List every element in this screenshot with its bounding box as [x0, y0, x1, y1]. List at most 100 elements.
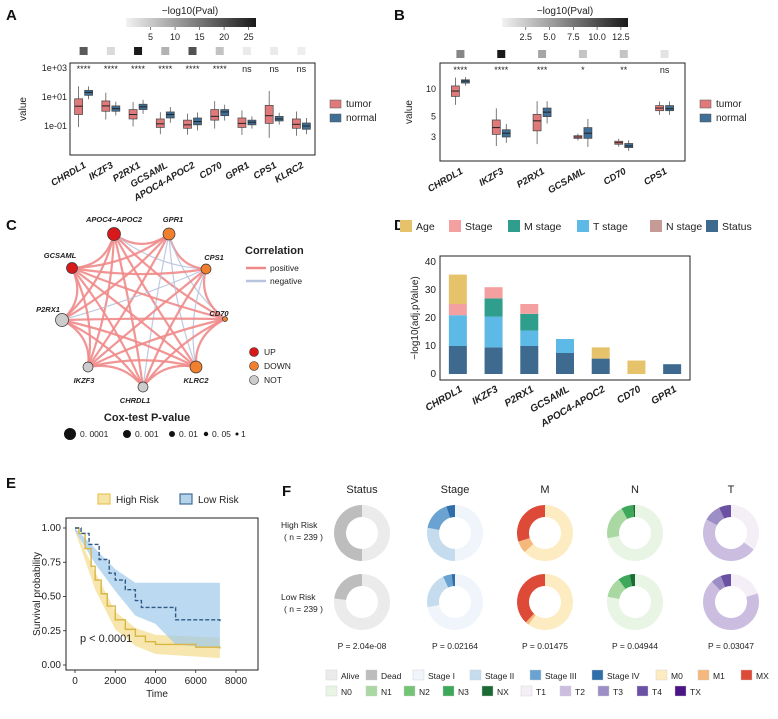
pc-cox-dot-2: [169, 431, 175, 437]
pf-legend-1-0: Alive: [341, 671, 360, 681]
pd-bar-T-stage-1: [484, 316, 503, 348]
panel-e-label: E: [6, 475, 16, 492]
pf-legend-swatch-1-8: [740, 669, 753, 681]
pf-donut-r0-c2-seg1: [518, 537, 534, 553]
pf-donut-r0-c0-seg1: [333, 505, 362, 561]
pf-legend-swatch-2-7: [597, 685, 610, 697]
pd-bar-Stage-0: [448, 304, 467, 316]
pc-edge-4-8: [71, 267, 197, 368]
pc-status-up-dot: [249, 347, 259, 357]
pf-donut-r1-c3-seg1: [607, 579, 626, 600]
pd-legend-swatch-0: [400, 220, 412, 232]
pf-donut-r1-c1-seg3: [451, 574, 455, 587]
pf-col-header-4: T: [728, 484, 735, 496]
pB-box-normal-5: [665, 105, 674, 112]
pc-legend-negative: negative: [270, 276, 302, 286]
pc-legend-title: Correlation: [245, 245, 304, 257]
pa-legend-tumor: tumor: [346, 99, 372, 110]
pf-donut-r0-c2-seg2: [517, 505, 545, 542]
pe-legend-high-swatch: [97, 493, 111, 505]
pd-bar-M-stage-2: [520, 313, 539, 331]
pA-significance-1: ****: [104, 64, 119, 74]
pe-xtick-4: 8000: [225, 676, 248, 687]
pc-edge-3-7: [61, 317, 226, 322]
pc-node-label-3: CD70: [209, 309, 229, 318]
pc-edge-4-7: [61, 318, 197, 368]
pf-donut-r0-c4-seg0: [731, 505, 759, 550]
pc-cox-2: 0. 01: [179, 429, 198, 439]
pc-cox-3: 0. 05: [212, 429, 231, 439]
pe-xtick-1: 2000: [104, 676, 127, 687]
pd-legend-2: M stage: [524, 221, 562, 233]
pc-status-down: DOWN: [264, 361, 291, 371]
pf-legend-swatch-2-4: [481, 685, 494, 697]
pf-donut-r0-c0-seg0: [362, 505, 391, 561]
pf-donut-r0-c3-seg3: [633, 505, 635, 518]
pA-pval-square-1: [106, 47, 115, 55]
pf-legend-swatch-2-2: [403, 685, 416, 697]
pc-node-label-2: CPS1: [204, 253, 224, 262]
pe-ytick-4: 0.00: [42, 660, 62, 671]
colorbar-a-tick-2: 15: [195, 32, 205, 42]
pf-legend-1-5: Stage IV: [607, 671, 640, 681]
pc-edge-0-4: [113, 233, 197, 368]
pf-legend-swatch-2-8: [636, 685, 649, 697]
pd-legend-swatch-3: [577, 220, 589, 232]
pe-ytick-3: 0.25: [42, 626, 62, 637]
pc-node-label-7: P2RX1: [36, 305, 60, 314]
pf-donut-r1-c2-seg2: [517, 574, 545, 623]
pc-cox-dot-0: [64, 428, 76, 440]
pc-edge-3-8: [71, 266, 226, 321]
pf-donut-r1-c4-seg1: [703, 581, 759, 630]
pa-ytick-2: 1e-01: [44, 121, 67, 131]
pd-bar-Stage-1: [484, 287, 503, 299]
pB-pval-square-0: [456, 50, 465, 58]
pd-bar-T-stage-0: [448, 315, 467, 346]
pc-edge-2-4: [192, 268, 207, 368]
pA-box-tumor-3: [155, 118, 165, 128]
panel-b-axes: [439, 62, 686, 162]
pc-node-label-6: IKZF3: [74, 376, 96, 385]
pf-donut-r0-c3-seg1: [607, 508, 628, 539]
pA-pval-square-3: [161, 47, 170, 55]
pc-legend-positive: positive: [270, 263, 299, 273]
pc-status-not-dot: [249, 375, 259, 385]
pd-legend-swatch-5: [706, 220, 718, 232]
pf-donut-r0-c1-seg0: [455, 505, 484, 561]
panel-c-label: C: [6, 217, 17, 234]
pd-legend-swatch-2: [508, 220, 520, 232]
pB-gene-label-5: CPS1: [642, 166, 669, 188]
pe-xtick-2: 4000: [144, 676, 167, 687]
pA-box-tumor-7: [264, 105, 274, 124]
pB-box-tumor-2: [532, 113, 542, 132]
pc-cox-0: 0. 0001: [80, 429, 109, 439]
pd-ytick-2: 20: [425, 313, 437, 324]
pA-pval-square-8: [297, 47, 306, 55]
pA-box-tumor-6: [237, 117, 247, 128]
pA-box-tumor-8: [292, 118, 301, 129]
pe-pvalue: p < 0.0001: [80, 633, 132, 645]
pe-xtick-0: 0: [72, 676, 78, 687]
pf-donut-r1-c3-seg2: [618, 574, 633, 590]
pc-node-label-4: KLRC2: [183, 376, 209, 385]
pe-band-low: [75, 528, 220, 649]
pd-legend-swatch-1: [449, 220, 461, 232]
pc-cox-dot-3: [203, 431, 209, 437]
pf-legend-2-6: T2: [575, 687, 585, 697]
pc-node-3: [222, 316, 228, 322]
pc-edge-1-7: [61, 233, 170, 321]
pd-legend-swatch-4: [650, 220, 662, 232]
pd-gene-label-0: CHRDL1: [424, 384, 465, 414]
pd-bar-T-stage-2: [520, 330, 539, 346]
pe-legend-low-swatch: [179, 493, 193, 505]
pA-significance-7: ns: [269, 64, 279, 74]
pc-edge-0-6: [86, 233, 116, 368]
pB-pval-square-4: [619, 50, 628, 58]
colorbar-b-tick-3: 10.0: [588, 32, 606, 42]
pf-legend-1-2: Stage I: [428, 671, 455, 681]
pf-donut-r1-c4-seg2: [711, 575, 726, 591]
pc-edge-0-3: [113, 233, 226, 320]
pf-legend-swatch-1-3: [469, 669, 482, 681]
pA-pval-square-0: [79, 47, 88, 55]
